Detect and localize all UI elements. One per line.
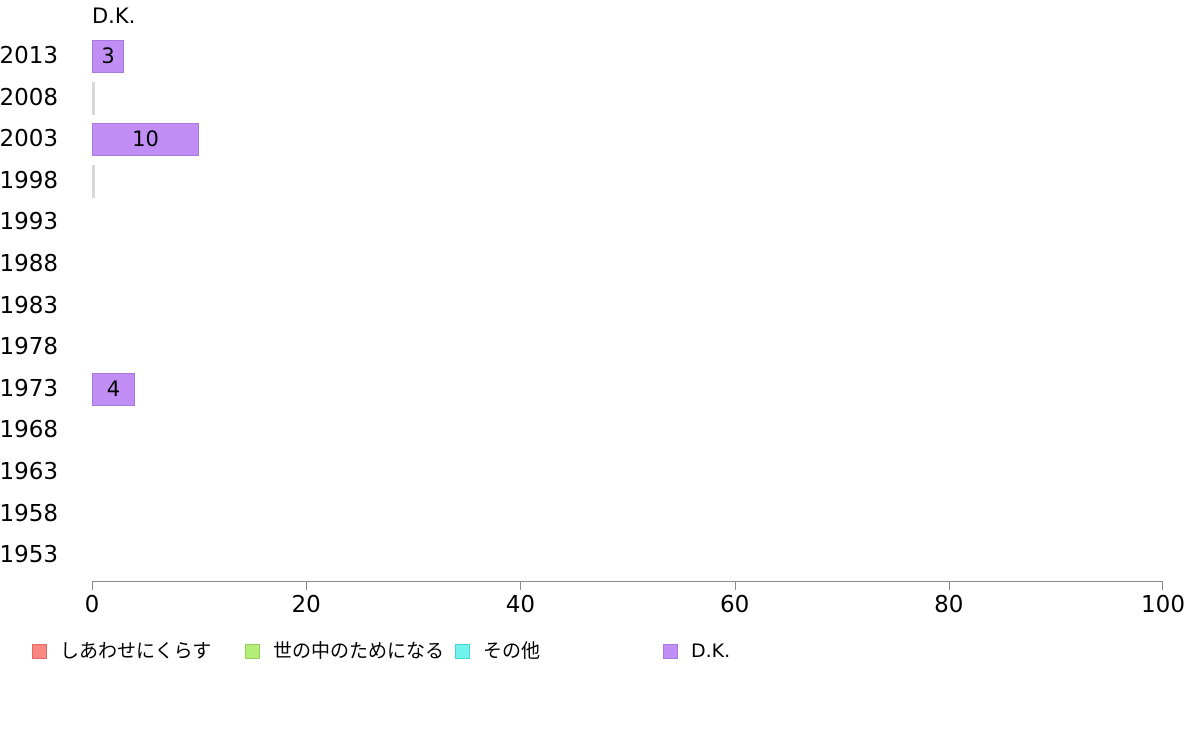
x-axis-tick <box>1162 581 1163 590</box>
y-axis-tick-label: 2008 <box>0 84 58 111</box>
chart-row: 1983 <box>0 286 1163 328</box>
bar[interactable] <box>92 81 95 115</box>
x-axis: 0 20 40 60 80 100 <box>85 581 1185 618</box>
chart-row: 1973 4 <box>0 369 1163 411</box>
chart-row: 1993 <box>0 202 1163 244</box>
y-axis-tick-label: 1953 <box>0 542 58 569</box>
chart-row: 2008 <box>0 78 1163 120</box>
y-axis-tick-label: 1968 <box>0 417 58 444</box>
y-axis-tick-label: 1998 <box>0 167 58 194</box>
plot-area: 2013 3 2008 2003 10 1998 1993 1988 1983 1978 1973 4… <box>0 36 1163 581</box>
bar[interactable]: 3 <box>92 40 125 73</box>
legend: しあわせにくらす 世の中のためになる その他 D.K. <box>0 636 1188 666</box>
y-axis-tick-label: 2013 <box>0 43 58 69</box>
chart-row: 1978 <box>0 327 1163 369</box>
y-axis-tick-label: 1988 <box>0 251 58 277</box>
x-axis-tick-label: 40 <box>505 592 536 618</box>
legend-label: その他 <box>483 640 541 662</box>
chart-row: 1963 <box>0 452 1163 494</box>
x-axis-tick-label: 20 <box>291 592 321 618</box>
legend-item[interactable]: D.K. <box>663 636 730 666</box>
series-column-header: D.K. <box>92 4 136 28</box>
legend-item[interactable]: その他 <box>455 636 540 666</box>
chart-row: 2013 3 <box>0 36 1163 78</box>
chart-row: 1988 <box>0 244 1163 286</box>
legend-label: しあわせにくらす <box>60 640 212 662</box>
legend-label: 世の中のためになる <box>273 640 445 662</box>
x-axis-tick-label: 80 <box>934 592 964 618</box>
y-axis-tick-label: 2003 <box>0 126 58 153</box>
x-axis-tick-label: 0 <box>84 592 100 618</box>
x-axis-tick <box>734 581 736 590</box>
legend-swatch-icon <box>245 643 260 659</box>
legend-swatch-icon <box>32 643 47 659</box>
x-axis-tick-label: 100 <box>1141 592 1185 618</box>
bar-value-label: 4 <box>106 376 121 401</box>
legend-item[interactable]: しあわせにくらす <box>32 636 211 666</box>
bar[interactable]: 4 <box>92 372 135 406</box>
y-axis-tick-label: 1978 <box>0 334 58 361</box>
x-axis-tick <box>520 581 522 590</box>
y-axis-tick-label: 1973 <box>0 375 58 402</box>
y-axis-tick-label: 1983 <box>0 292 58 319</box>
chart-row: 1998 <box>0 161 1163 203</box>
x-axis-tick <box>948 581 950 590</box>
x-axis-tick <box>306 581 308 590</box>
x-axis-tick-label: 60 <box>719 592 750 618</box>
y-axis-tick-label: 1958 <box>0 500 58 527</box>
legend-label: D.K. <box>691 640 731 662</box>
x-axis-tick <box>92 581 93 590</box>
bar-value-label: 3 <box>101 44 115 68</box>
y-axis-tick-label: 1993 <box>0 209 58 236</box>
chart-row: 1968 <box>0 410 1163 452</box>
y-axis-tick-label: 1963 <box>0 459 58 485</box>
legend-item[interactable]: 世の中のためになる <box>245 636 444 666</box>
bar[interactable]: 10 <box>92 123 200 157</box>
chart-row: 1953 <box>0 535 1163 577</box>
bar-value-label: 10 <box>132 127 159 152</box>
bar[interactable] <box>92 164 95 198</box>
legend-swatch-icon <box>455 643 470 659</box>
chart-row: 2003 10 <box>0 119 1163 161</box>
chart-row: 1958 <box>0 494 1163 536</box>
legend-swatch-icon <box>663 643 678 659</box>
